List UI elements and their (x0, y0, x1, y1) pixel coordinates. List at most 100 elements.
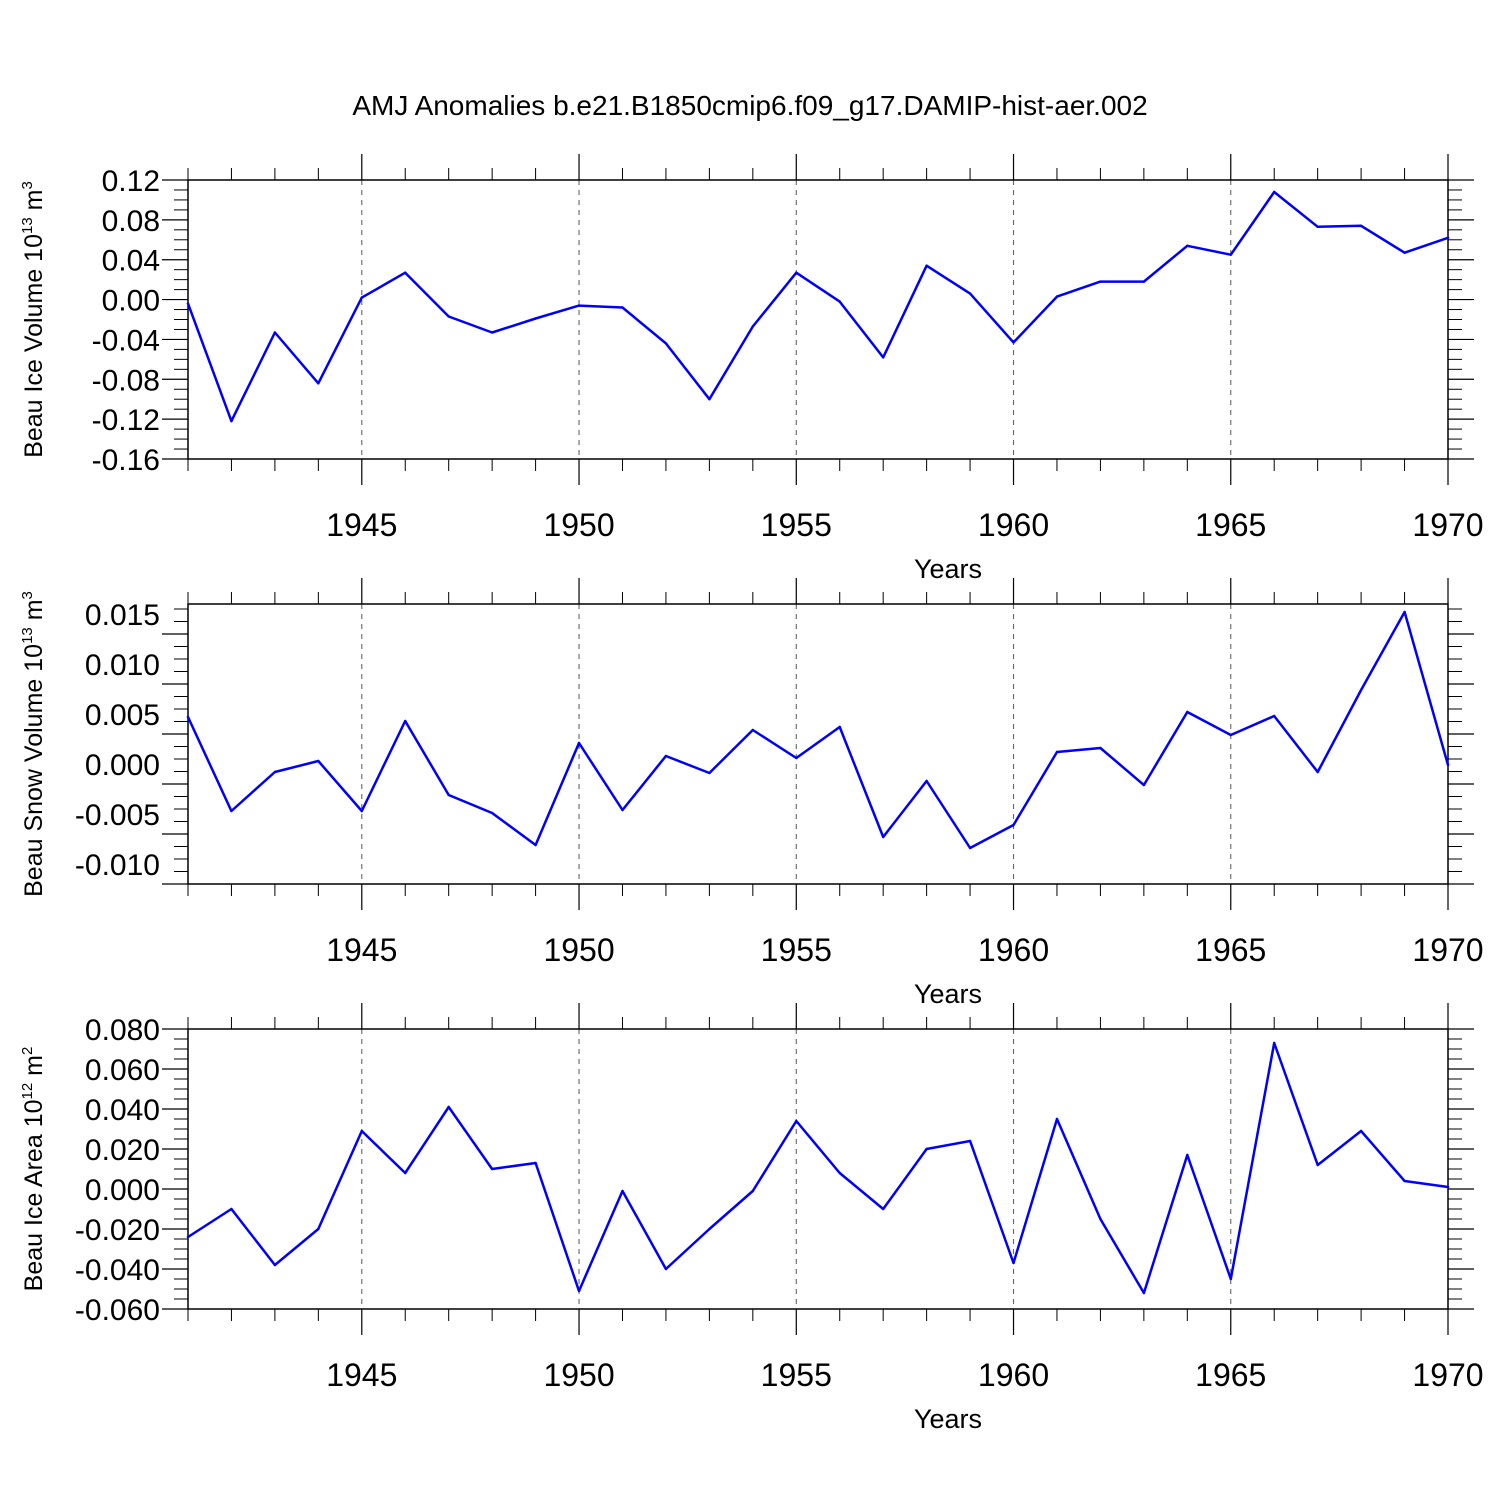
data-point (1446, 236, 1450, 239)
data-point (751, 728, 755, 732)
data-point (1403, 610, 1406, 614)
data-point (1403, 1179, 1406, 1183)
data-point (1273, 1041, 1276, 1045)
x-tick-label: 1955 (761, 507, 832, 543)
data-point (1055, 1117, 1059, 1121)
data-point (1229, 733, 1232, 737)
series-line (186, 1041, 1450, 1295)
data-point (317, 759, 320, 763)
data-point (968, 846, 972, 850)
data-point (577, 1289, 581, 1293)
y-tick-label: 0.020 (85, 1134, 160, 1167)
data-point (1316, 225, 1319, 229)
y-tick-label: 0.060 (85, 1054, 160, 1087)
data-point (1403, 251, 1406, 254)
data-point (1012, 341, 1015, 344)
y-ticks (162, 608, 1474, 885)
data-point (404, 719, 407, 723)
x-tick-label: 1955 (761, 932, 832, 968)
data-point (447, 793, 450, 797)
data-point (751, 325, 755, 328)
x-tick-label: 1950 (543, 507, 614, 543)
x-tick-label: 1955 (761, 1357, 832, 1393)
y-ticks (162, 1028, 1474, 1310)
data-point (317, 1227, 320, 1231)
data-point (925, 264, 928, 267)
panel-2: 0.015 0.010 0.005 0.000 -0.005 -0.010 1945 1950… (19, 578, 1484, 1009)
data-point (1142, 783, 1146, 787)
x-ticks (187, 154, 1449, 485)
y-tick-label: -0.16 (92, 444, 160, 477)
data-point (1055, 295, 1059, 298)
x-tick-label: 1950 (543, 1357, 614, 1393)
y-tick-label: 0.04 (102, 245, 160, 278)
data-point (230, 809, 233, 813)
series-line (186, 190, 1450, 423)
y-tick-label: -0.12 (92, 404, 160, 437)
y-axis-label: Beau Snow Volume 1013 m3 (19, 591, 48, 897)
data-point (273, 770, 277, 774)
y-tick-label: -0.08 (92, 364, 160, 397)
data-point (534, 843, 537, 847)
data-point (1186, 1153, 1189, 1157)
x-tick-label: 1965 (1195, 507, 1266, 543)
series-line (186, 610, 1450, 850)
data-point (968, 1139, 972, 1143)
data-point (1273, 714, 1276, 718)
data-point (1012, 823, 1015, 827)
panel-3: 0.080 0.060 0.040 0.020 0.000 -0.020 -0.040 -0.… (19, 1003, 1484, 1434)
data-point (708, 771, 711, 775)
data-point (621, 808, 624, 812)
y-tick-label: -0.060 (75, 1294, 160, 1327)
y-ticks (162, 179, 1474, 460)
data-point (925, 1147, 928, 1151)
data-point (881, 356, 885, 359)
data-point (273, 331, 277, 334)
y-tick-label: -0.020 (75, 1214, 160, 1247)
data-point (360, 1129, 363, 1133)
y-tick-label: 0.005 (85, 699, 160, 732)
y-tick-label: -0.04 (92, 324, 160, 357)
panels: 0.12 0.08 0.04 0.00 -0.04 -0.08 -0.12 -0.16 1945… (19, 154, 1484, 1434)
data-point (1142, 1291, 1146, 1295)
data-point (838, 1171, 841, 1175)
data-point (490, 1167, 494, 1171)
data-point (534, 1161, 537, 1165)
y-tick-label: 0.000 (85, 1174, 160, 1207)
data-point (404, 1171, 407, 1175)
data-point (968, 292, 972, 295)
x-tick-label: 1970 (1412, 932, 1483, 968)
x-tick-label: 1945 (326, 932, 397, 968)
data-point (230, 1207, 233, 1211)
data-point (1142, 280, 1146, 283)
y-tick-label: 0.010 (85, 649, 160, 682)
data-point (1229, 253, 1232, 256)
data-point (404, 271, 407, 274)
y-tick-label: 0.080 (85, 1014, 160, 1047)
data-point (317, 382, 320, 385)
plot-frame (187, 179, 1449, 460)
x-axis-label: Years (914, 1404, 982, 1434)
data-point (1099, 280, 1102, 283)
data-point (795, 271, 798, 274)
y-tick-label: 0.00 (102, 285, 160, 318)
x-tick-label: 1950 (543, 932, 614, 968)
data-point (708, 398, 711, 401)
x-tick-label: 1945 (326, 1357, 397, 1393)
y-tick-label: 0.015 (85, 599, 160, 632)
x-ticks (187, 578, 1449, 910)
data-points (186, 1041, 1450, 1295)
data-point (1359, 1129, 1363, 1133)
data-point (1186, 710, 1189, 714)
data-point (186, 715, 190, 719)
data-point (664, 1267, 668, 1271)
x-tick-label: 1965 (1195, 932, 1266, 968)
y-tick-label: 0.000 (85, 749, 160, 782)
chart-title: AMJ Anomalies b.e21.B1850cmip6.f09_g17.D… (352, 90, 1147, 121)
y-axis-label: Beau Ice Volume 1013 m3 (19, 181, 48, 458)
data-point (186, 1235, 190, 1239)
data-point (1359, 688, 1363, 692)
data-point (273, 1263, 277, 1267)
data-point (795, 1119, 798, 1123)
